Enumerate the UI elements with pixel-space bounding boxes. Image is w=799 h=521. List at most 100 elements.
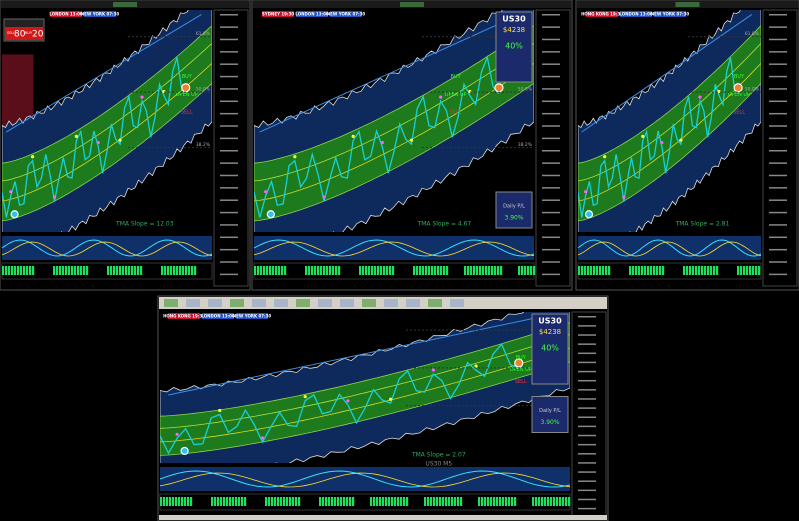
info-box [495, 11, 533, 83]
price-tick [578, 407, 596, 409]
histogram-bar [368, 266, 371, 275]
histogram-bar [163, 497, 166, 506]
signal-dot [679, 138, 683, 142]
histogram-bar [220, 497, 223, 506]
signal-dot [322, 195, 326, 199]
histogram-bar [556, 497, 559, 506]
plot-area [160, 312, 570, 463]
price-tick [220, 14, 238, 16]
histogram-bar [638, 266, 641, 275]
plot-area [2, 10, 212, 232]
histogram-bar [716, 266, 719, 275]
histogram-bar [298, 497, 301, 506]
price-tick [542, 26, 560, 28]
plot-area [578, 10, 761, 232]
histogram-bar [56, 266, 59, 275]
histogram-bar [289, 497, 292, 506]
histogram-bar [337, 497, 340, 506]
histogram-bar [565, 497, 568, 506]
histogram-bar [713, 266, 716, 275]
histogram-bar [538, 497, 541, 506]
indicator-line [159, 472, 571, 488]
histogram-bar [391, 497, 394, 506]
signal-dot [264, 190, 268, 194]
indicator-line [1, 241, 213, 257]
histogram-bar [370, 497, 373, 506]
histogram-bar [629, 266, 632, 275]
price-tick [220, 150, 238, 152]
histogram-bar [442, 497, 445, 506]
histogram-bar [116, 266, 119, 275]
price-tick [578, 352, 596, 355]
histogram-bar [502, 497, 505, 506]
histogram-bar [602, 266, 605, 275]
histogram-bar [647, 266, 650, 275]
info-box [531, 313, 569, 385]
histogram-bar [550, 497, 553, 506]
histogram-bar [131, 266, 134, 275]
histogram-bar [430, 497, 433, 506]
price-tick [542, 150, 560, 152]
histogram-bar [413, 266, 416, 275]
signal-label: BUY [451, 74, 462, 80]
histogram-bar [359, 266, 362, 275]
histogram-bar [737, 266, 740, 275]
histogram-bar [400, 497, 403, 506]
price-tick [769, 63, 787, 65]
indicator-panel [578, 236, 761, 260]
plot-area [254, 10, 534, 232]
histogram-bar [701, 266, 704, 275]
price-tick [769, 273, 787, 276]
histogram-bar [521, 266, 524, 275]
price-tick [542, 88, 560, 90]
histogram-bar [277, 497, 280, 506]
signal-dot [74, 134, 78, 138]
histogram-bar [689, 266, 692, 275]
histogram-bar [382, 497, 385, 506]
histogram-bar [758, 266, 761, 275]
bottom-tabs [159, 515, 607, 520]
histogram-bar [653, 266, 656, 275]
histogram-bar [188, 266, 191, 275]
info-pct: 40% [505, 42, 523, 51]
price-tick [769, 150, 787, 152]
histogram-bar [431, 266, 434, 275]
histogram-bar [68, 266, 71, 275]
histogram-bar [524, 266, 527, 275]
signal-label: BUY [516, 355, 527, 361]
histogram-bar [644, 266, 647, 275]
session-label: LONDON 13:00 [201, 313, 235, 318]
histogram-bar [514, 497, 517, 506]
histogram-bar [32, 266, 35, 275]
histogram-bar [113, 266, 116, 275]
histogram-bar [380, 266, 383, 275]
histogram-bar [385, 497, 388, 506]
histogram-bar [122, 266, 125, 275]
histogram-bar [443, 266, 446, 275]
price-line [160, 343, 520, 455]
info-price: $4238 [539, 328, 561, 336]
histogram-bar [373, 497, 376, 506]
histogram-bar [331, 497, 334, 506]
histogram-bar [295, 497, 298, 506]
price-tick [578, 480, 596, 482]
level-label: 50.0% [518, 87, 533, 93]
histogram-bar [397, 497, 400, 506]
signal-dot [293, 155, 297, 159]
histogram-bar [374, 266, 377, 275]
price-tick [542, 199, 560, 201]
histogram-bar [635, 266, 638, 275]
histogram-bar [343, 497, 346, 506]
price-line [578, 57, 739, 218]
session-label: LONDON 13:00 [49, 11, 83, 16]
histogram-bar [340, 497, 343, 506]
price-tick [769, 162, 787, 164]
price-line [2, 57, 187, 218]
histogram-bar [235, 497, 238, 506]
signal-dot [96, 140, 100, 145]
histogram-bar [167, 266, 170, 275]
histogram-bar [518, 266, 521, 275]
histogram-bar [278, 266, 281, 275]
